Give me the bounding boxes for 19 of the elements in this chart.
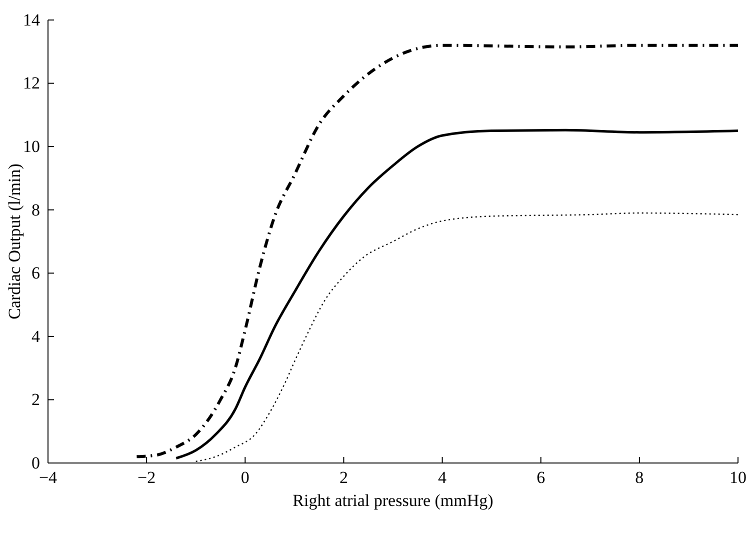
y-tick-label: 0: [32, 453, 40, 472]
x-axis-title: Right atrial pressure (mmHg): [292, 491, 494, 510]
y-tick-label: 12: [23, 74, 40, 93]
y-tick-label: 6: [32, 264, 40, 283]
x-tick-label: 2: [339, 468, 348, 488]
x-tick-label: −2: [138, 468, 156, 488]
x-tick-label: 0: [240, 468, 250, 488]
x-tick-label: 8: [635, 468, 644, 488]
y-tick-label: 8: [32, 200, 40, 220]
y-tick-label: 10: [23, 137, 40, 156]
x-tick-label: 6: [536, 468, 546, 488]
y-tick-label: 4: [32, 326, 40, 346]
x-tick-label: 4: [438, 468, 448, 488]
x-tick-label: 10: [730, 468, 746, 488]
line-series: [174, 128, 740, 460]
y-tick-label: 2: [32, 390, 40, 410]
y-tick-label: 14: [23, 10, 40, 30]
x-tick-label: −4: [38, 468, 58, 488]
y-axis-title: Cardiac Output (l/min): [5, 164, 24, 320]
